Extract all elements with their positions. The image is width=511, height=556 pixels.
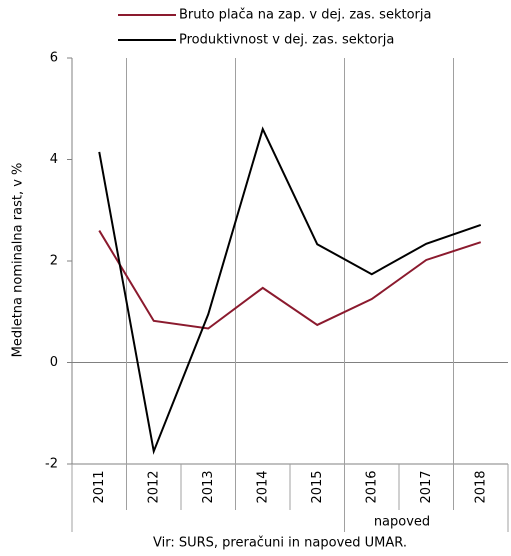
series-line <box>98 126 482 455</box>
legend-label: Produktivnost v dej. zas. sektorja <box>179 33 394 48</box>
x-tick-label: 2014 <box>255 470 270 503</box>
x-tick-label: 2015 <box>310 470 325 503</box>
y-tick-label: 0 <box>50 355 58 370</box>
source: Vir: SURS, preračuni in napoved UMAR. <box>153 536 407 551</box>
annotation: napoved <box>374 515 430 530</box>
y-tick-label: 6 <box>50 51 58 66</box>
y-axis-label: Medletna nominalna rast, v % <box>11 163 26 358</box>
legend-label: Bruto plača na zap. v dej. zas. sektorja <box>179 8 431 23</box>
y-tick-label: -2 <box>45 457 58 472</box>
y-tick-label: 4 <box>50 152 58 167</box>
x-tick-label: 2011 <box>92 470 107 503</box>
series-line <box>98 230 482 330</box>
x-tick-label: 2013 <box>201 470 216 503</box>
x-tick-label: 2012 <box>146 470 161 503</box>
x-tick-label: 2017 <box>419 470 434 503</box>
x-tick-label: 2018 <box>473 470 488 503</box>
y-tick-label: 2 <box>50 254 58 269</box>
x-tick-label: 2016 <box>364 470 379 503</box>
